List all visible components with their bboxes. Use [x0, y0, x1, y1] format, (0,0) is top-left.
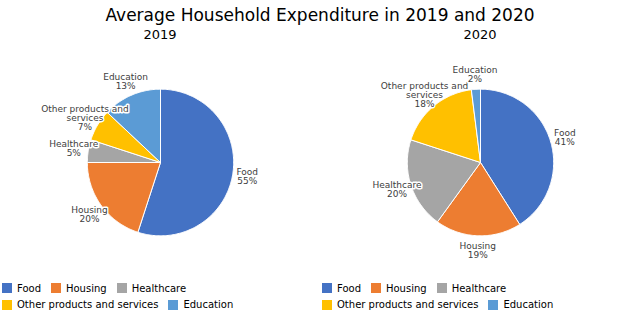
svg-text:Food55%: Food55% — [236, 167, 258, 186]
html-text:Education: Education — [183, 299, 234, 311]
html-text:Average Household Expenditure: Average Household Expenditure in 2019 an… — [105, 5, 535, 25]
svg-text:Other products andservices18%: Other products andservices18% — [381, 81, 469, 109]
html-text:Healthcare: Healthcare — [131, 282, 187, 294]
svg-text:Education13%: Education13% — [103, 72, 148, 91]
html-text:2020: 2020 — [463, 27, 497, 42]
svg-text:Healthcare5%: Healthcare5% — [49, 139, 99, 158]
svg-text:Other products andservices7%: Other products andservices7% — [41, 104, 129, 132]
html-text:Other products and services: Other products and services — [337, 299, 479, 311]
html-text:Food: Food — [337, 282, 361, 294]
html-text:Housing: Housing — [386, 282, 427, 294]
svg-text:Housing20%: Housing20% — [71, 205, 108, 224]
svg-text:Food41%: Food41% — [554, 128, 576, 147]
html-text:Education: Education — [503, 299, 554, 311]
html-text:2019: 2019 — [143, 27, 177, 42]
html-text:Healthcare: Healthcare — [451, 282, 507, 294]
svg-text:Healthcare20%: Healthcare20% — [372, 180, 422, 199]
html-text:Food: Food — [17, 282, 41, 294]
svg-text:Education2%: Education2% — [453, 65, 498, 84]
svg-text:Housing19%: Housing19% — [459, 241, 496, 260]
html-text:Other products and services: Other products and services — [17, 299, 159, 311]
html-text:Housing: Housing — [66, 282, 107, 294]
